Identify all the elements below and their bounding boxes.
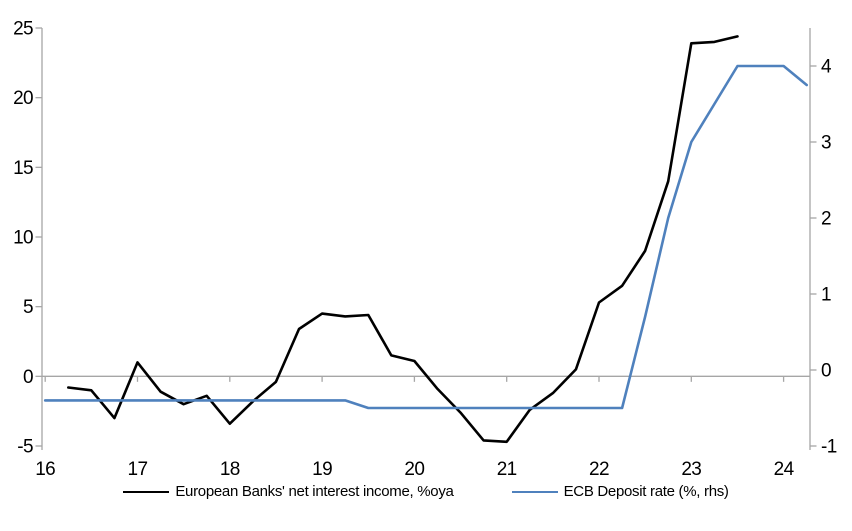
- legend-item-ecb-deposit-rate: ECB Deposit rate (%, rhs): [511, 483, 729, 500]
- left-axis-tick-label: 0: [23, 367, 33, 388]
- series-line-1: [43, 64, 809, 410]
- x-axis-tick-label: 24: [774, 459, 795, 480]
- left-axis-tick-label: 10: [13, 228, 33, 249]
- legend-label-net-interest-income: European Banks' net interest income, %oy…: [175, 483, 454, 500]
- x-axis-tick-label: 18: [220, 459, 240, 480]
- legend: European Banks' net interest income, %oy…: [0, 483, 852, 500]
- left-axis-tick-label: -5: [17, 437, 33, 458]
- left-axis-tick-label: 20: [13, 88, 33, 109]
- x-axis-tick-label: 16: [35, 459, 55, 480]
- legend-label-ecb-deposit-rate: ECB Deposit rate (%, rhs): [563, 483, 729, 500]
- legend-blue-line-swatch: [511, 490, 558, 493]
- x-axis-tick-label: 19: [312, 459, 332, 480]
- x-axis-tick-label: 17: [128, 459, 148, 480]
- right-axis-tick-label: 3: [821, 133, 831, 154]
- right-axis-tick-label: 4: [821, 57, 832, 78]
- legend-black-line-swatch: [123, 490, 170, 493]
- legend-item-net-interest-income: European Banks' net interest income, %oy…: [123, 483, 454, 500]
- right-axis-tick-label: 2: [821, 209, 831, 230]
- x-axis-tick-label: 21: [497, 459, 517, 480]
- left-axis-tick-label: 25: [13, 19, 33, 40]
- x-axis-tick-label: 22: [589, 459, 609, 480]
- series-line-0: [67, 35, 739, 444]
- x-axis-tick-label: 20: [404, 459, 424, 480]
- right-axis-tick-label: 1: [821, 285, 831, 306]
- x-axis-tick-label: 23: [681, 459, 701, 480]
- right-axis-tick-label: -1: [821, 437, 837, 458]
- left-axis-tick-label: 15: [13, 158, 33, 179]
- left-axis-tick-label: 5: [23, 297, 33, 318]
- right-axis-tick-label: 0: [821, 361, 831, 382]
